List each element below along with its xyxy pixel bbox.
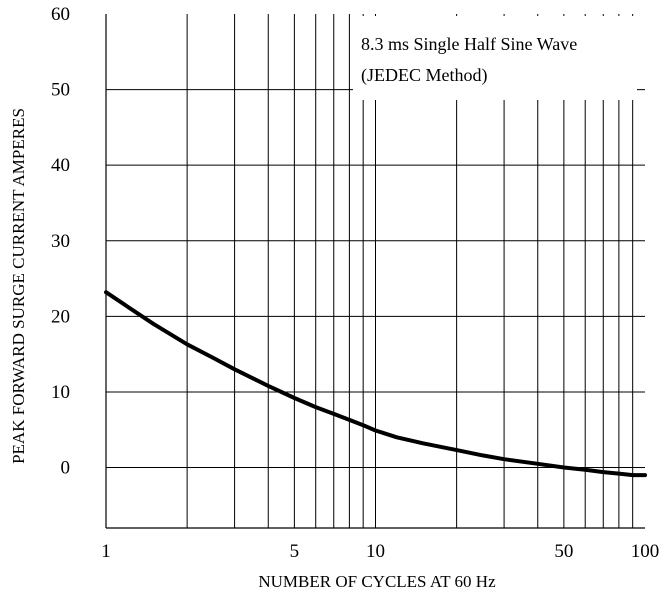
y-tick-label: 0 xyxy=(61,458,71,479)
y-tick-label: 30 xyxy=(51,231,70,252)
series xyxy=(104,290,647,478)
x-tick-label: 1 xyxy=(101,541,111,562)
x-tick-labels: 1 5 10 50 100 xyxy=(101,541,659,562)
y-tick-label: 10 xyxy=(51,382,70,403)
y-tick-label: 20 xyxy=(51,306,70,327)
y-tick-labels: 60 50 40 30 20 10 0 xyxy=(51,4,70,479)
annotation-box: 8.3 ms Single Half Sine Wave (JEDEC Meth… xyxy=(353,16,637,100)
x-tick-label: 10 xyxy=(366,541,385,562)
plot-frame xyxy=(105,14,645,529)
x-tick-label: 100 xyxy=(631,541,660,562)
y-tick-label: 40 xyxy=(51,155,70,176)
surge-current-curve xyxy=(104,290,647,478)
x-axis-title: NUMBER OF CYCLES AT 60 Hz xyxy=(258,572,496,591)
x-tick-label: 50 xyxy=(554,541,573,562)
annotation-background xyxy=(353,16,637,100)
annotation-line-1: 8.3 ms Single Half Sine Wave xyxy=(361,34,577,54)
y-axis-title: PEAK FORWARD SURGE CURRENT AMPERES xyxy=(9,108,28,464)
y-tick-label: 50 xyxy=(51,80,70,101)
annotation-line-2: (JEDEC Method) xyxy=(361,65,487,86)
x-tick-label: 5 xyxy=(290,541,300,562)
y-tick-label: 60 xyxy=(51,4,70,25)
